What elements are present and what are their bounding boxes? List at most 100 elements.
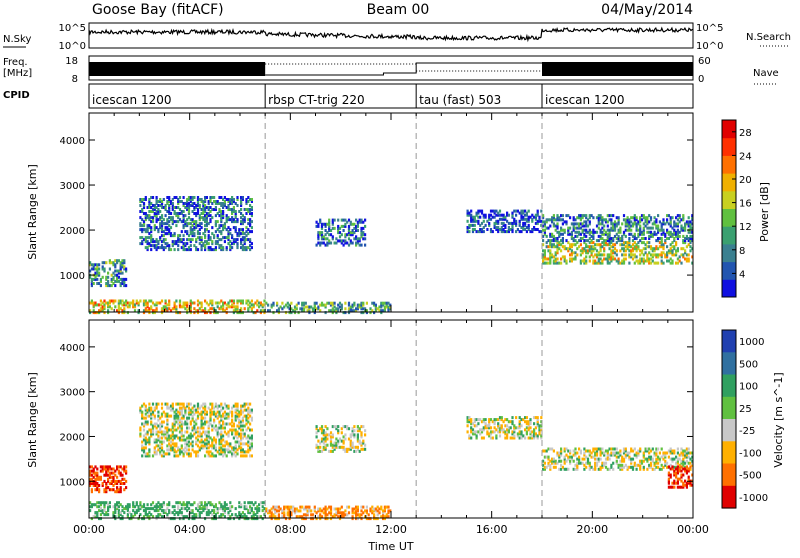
echo-cell [636,255,638,258]
echo-cell [657,225,659,228]
echo-cell [501,416,503,419]
echo-cell [337,219,339,222]
noise-line [89,28,693,40]
echo-cell [204,454,206,457]
beam-title: Beam 00 [367,2,430,18]
echo-cell [208,230,210,233]
echo-cell [576,253,578,256]
echo-cell [684,249,686,252]
echo-cell [326,444,328,447]
echo-cell [481,210,483,213]
echo-cell [357,433,359,436]
echo-cell [183,403,185,406]
echo-cell [165,300,167,303]
echo-cell [547,456,549,459]
echo-cell [544,462,546,465]
echo-cell [619,227,621,230]
echo-cell [634,233,636,236]
echo-cell [688,216,690,219]
colorbar-swatch [722,173,736,191]
echo-cell [276,302,278,305]
echo-cell [362,302,364,305]
echo-cell [121,474,123,477]
cpid-segment-label: icescan 1200 [92,93,171,107]
echo-cell [96,468,98,471]
echo-cell [662,229,664,232]
echo-cell [217,234,219,237]
echo-cell [330,506,332,509]
echo-cell [215,503,217,506]
echo-cell [188,417,190,420]
echo-cell [186,230,188,233]
colorbar-tick-label: 28 [739,128,752,139]
echo-cell [123,511,125,514]
echo-cell [177,248,179,251]
echo-cell [242,300,244,303]
echo-cell [623,214,625,217]
echo-cell [183,210,185,213]
freq-trace [89,62,693,76]
echo-cell [352,242,354,245]
echo-cell [565,260,567,263]
nsky-label: N.Sky [3,34,31,45]
echo-cell [625,258,627,261]
echo-cell [215,454,217,457]
echo-cell [467,430,469,433]
echo-cell [364,429,366,432]
echo-cell [357,229,359,232]
echo-cell [476,434,478,437]
echo-cell [132,501,134,504]
echo-cell [222,246,224,249]
echo-cell [209,236,211,239]
echo-cell [249,238,251,241]
echo-cell [244,433,246,436]
echo-cell [177,244,179,247]
echo-cell [344,433,346,436]
echo-cell [485,418,487,421]
echo-cell [236,238,238,241]
echo-cell [671,216,673,219]
echo-cell [334,302,336,305]
echo-cell [625,253,627,256]
echo-cell [332,433,334,436]
echo-cell [244,501,246,504]
echo-cell [308,506,310,509]
echo-cell [156,307,158,310]
echo-cell [96,278,98,281]
echo-cell [251,242,253,245]
echo-cell [565,220,567,223]
echo-cell [132,300,134,303]
echo-cell [652,448,654,451]
echo-cell [139,427,141,430]
echo-cell [145,405,147,408]
echo-cell [352,442,354,445]
echo-cell [244,307,246,310]
echo-cell [157,403,159,406]
echo-cell [267,304,269,307]
echo-cell [161,407,163,410]
echo-cell [152,501,154,504]
echo-cell [165,214,167,217]
echo-cell [181,230,183,233]
echo-cell [204,307,206,310]
echo-cell [211,240,213,243]
echo-cell [105,261,107,264]
echo-cell [661,237,663,240]
echo-cell [163,441,165,444]
echo-cell [585,466,587,469]
echo-cell [192,444,194,447]
echo-cell [197,403,199,406]
echo-cell [251,230,253,233]
echo-cell [659,452,661,455]
echo-cell [477,422,479,425]
echo-cell [163,198,165,201]
echo-cell [190,244,192,247]
echo-cell [666,462,668,465]
echo-cell [233,423,235,426]
echo-cell [585,260,587,263]
y-tick-label: 4000 [60,136,85,147]
echo-cell [139,501,141,504]
